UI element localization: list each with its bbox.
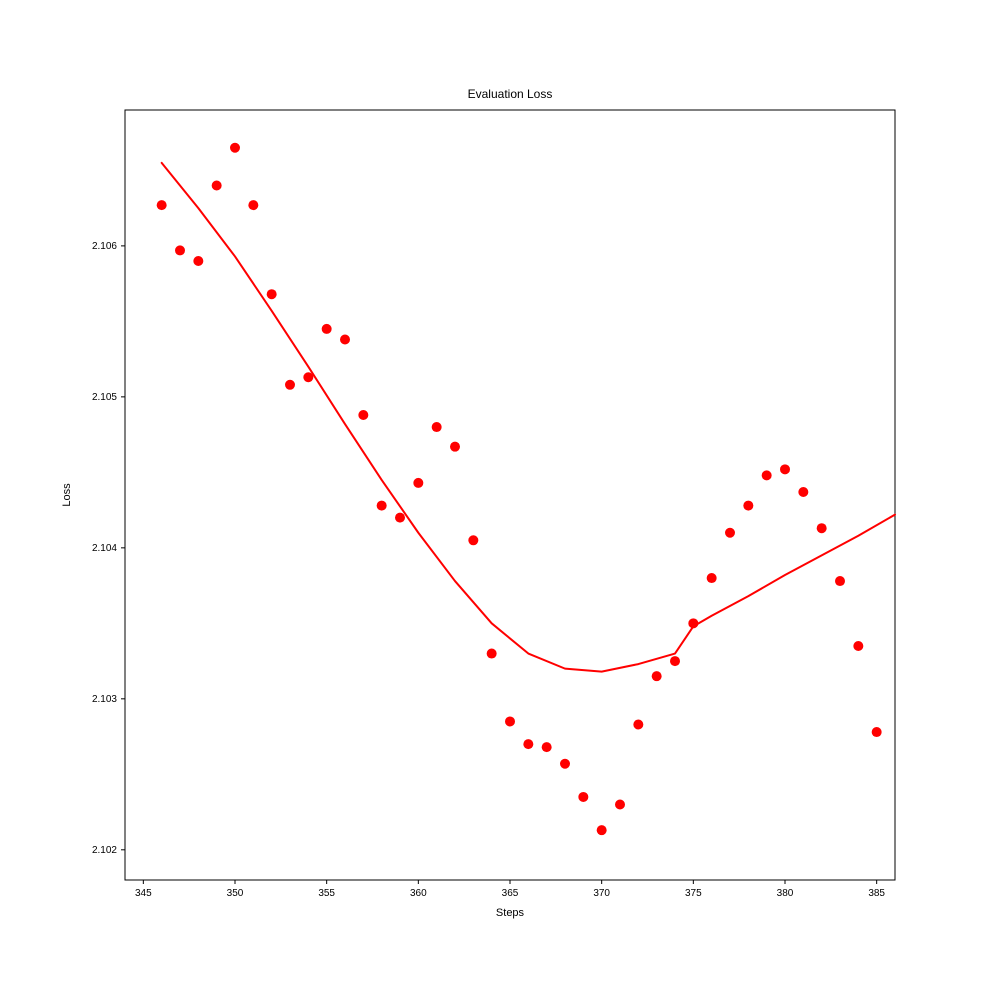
y-tick-label: 2.105 (92, 392, 117, 403)
x-tick-label: 360 (410, 888, 427, 899)
chart-svg: 345 350 355 360 365 370 375 380 385 2.102 2.103 2.1… (0, 0, 1000, 1000)
data-point (322, 324, 332, 334)
data-point (853, 641, 863, 651)
data-point (230, 143, 240, 153)
data-point (652, 671, 662, 681)
data-point (835, 576, 845, 586)
data-point (432, 422, 442, 432)
data-point (395, 513, 405, 523)
data-point (212, 180, 222, 190)
data-point (450, 442, 460, 452)
data-point (597, 825, 607, 835)
y-tick-label: 2.103 (92, 694, 117, 705)
chart-background (0, 0, 1000, 1000)
data-point (157, 200, 167, 210)
x-tick-label: 385 (868, 888, 885, 899)
x-tick-label: 380 (777, 888, 794, 899)
data-point (358, 410, 368, 420)
data-point (780, 464, 790, 474)
data-point (798, 487, 808, 497)
data-point (248, 200, 258, 210)
data-point (578, 792, 588, 802)
data-point (633, 719, 643, 729)
x-tick-label: 375 (685, 888, 702, 899)
x-tick-label: 370 (593, 888, 610, 899)
data-point (670, 656, 680, 666)
x-axis-label: Steps (496, 907, 525, 919)
data-point (175, 245, 185, 255)
data-point (193, 256, 203, 266)
x-tick-label: 365 (502, 888, 519, 899)
data-point (505, 716, 515, 726)
data-point (762, 470, 772, 480)
y-tick-label: 2.104 (92, 543, 117, 554)
x-tick-label: 355 (318, 888, 335, 899)
data-point (725, 528, 735, 538)
y-axis-label: Loss (61, 483, 73, 507)
chart-title: Evaluation Loss (468, 87, 553, 101)
data-point (707, 573, 717, 583)
data-point (872, 727, 882, 737)
data-point (688, 618, 698, 628)
data-point (615, 800, 625, 810)
data-point (377, 501, 387, 511)
x-tick-label: 345 (135, 888, 152, 899)
data-point (267, 289, 277, 299)
data-point (487, 649, 497, 659)
data-point (523, 739, 533, 749)
data-point (303, 372, 313, 382)
data-point (413, 478, 423, 488)
data-point (542, 742, 552, 752)
evaluation-loss-chart: 345 350 355 360 365 370 375 380 385 2.102 2.103 2.1… (0, 0, 1000, 1000)
data-point (743, 501, 753, 511)
data-point (560, 759, 570, 769)
data-point (468, 535, 478, 545)
data-point (285, 380, 295, 390)
y-tick-label: 2.106 (92, 241, 117, 252)
y-tick-label: 2.102 (92, 845, 117, 856)
data-point (817, 523, 827, 533)
data-point (340, 334, 350, 344)
x-tick-label: 350 (227, 888, 244, 899)
